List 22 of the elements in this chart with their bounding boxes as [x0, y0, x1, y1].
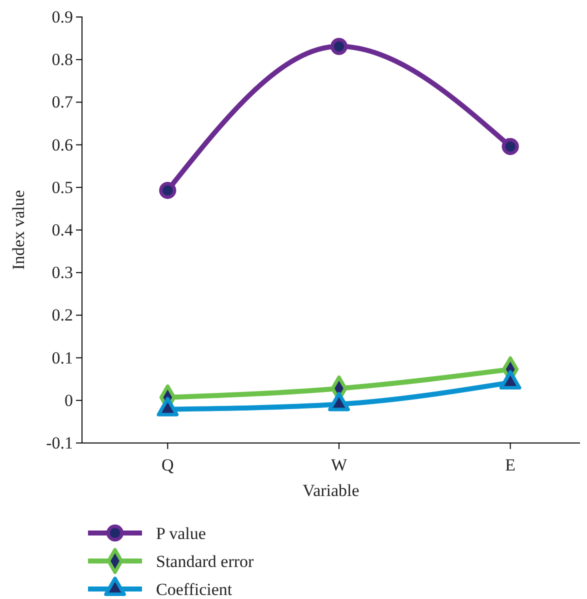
y-tick-label: -0.1 — [46, 433, 73, 452]
y-tick-label: 0.6 — [52, 135, 73, 154]
legend-label: P value — [156, 524, 206, 543]
y-axis-title: Index value — [9, 190, 28, 270]
y-tick-label: 0.4 — [52, 220, 74, 240]
y-tick-label: 0.3 — [52, 263, 73, 282]
point — [159, 182, 176, 199]
legend-label: Standard error — [156, 552, 254, 571]
x-tick-label: E — [505, 456, 516, 475]
y-tick-label: 0.2 — [52, 306, 73, 325]
y-tick-label: 0.5 — [52, 178, 73, 197]
x-tick-label: W — [330, 456, 348, 475]
x-axis-title: Variable — [302, 481, 360, 500]
point — [502, 138, 519, 156]
y-tick-label: 0.1 — [52, 348, 73, 368]
legend-label: Coefficient — [156, 580, 232, 599]
y-tick-label: 0.9 — [52, 7, 73, 26]
y-tick-label: 0.7 — [52, 92, 74, 112]
y-tick-label: 0 — [64, 390, 73, 410]
x-tick-label: Q — [162, 456, 174, 475]
y-tick-label: 0.8 — [52, 50, 73, 70]
point — [330, 38, 348, 55]
